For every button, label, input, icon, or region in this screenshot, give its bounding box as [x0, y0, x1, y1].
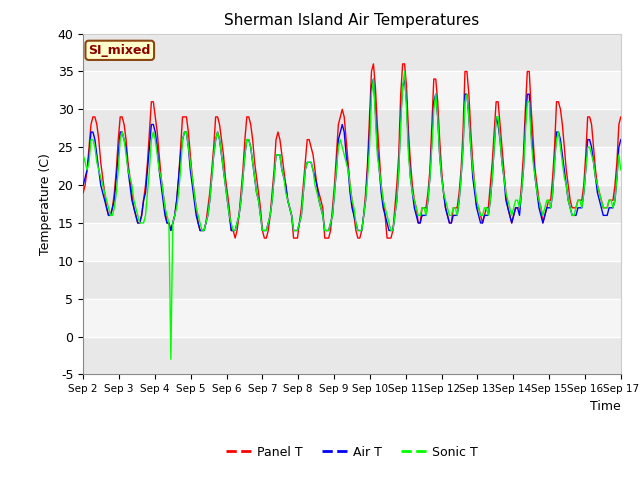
Panel T: [79, 190, 87, 195]
Line: Air T: Air T: [83, 79, 621, 230]
Air T: [557, 137, 564, 143]
Air T: [167, 228, 175, 233]
Panel T: [231, 235, 239, 241]
Bar: [83, 109, 621, 147]
Bar: [83, 299, 621, 336]
Sonic T: [253, 190, 260, 195]
Sonic T: [167, 356, 175, 362]
Line: Sonic T: Sonic T: [83, 72, 621, 359]
Air T: [300, 190, 307, 195]
Sonic T: [171, 213, 179, 218]
X-axis label: Time: Time: [590, 400, 621, 413]
Sonic T: [268, 197, 276, 203]
Air T: [617, 137, 625, 143]
Sonic T: [617, 167, 625, 173]
Sonic T: [401, 69, 408, 74]
Air T: [79, 182, 87, 188]
Panel T: [253, 175, 260, 180]
Bar: [83, 223, 621, 261]
Bar: [83, 261, 621, 299]
Panel T: [120, 121, 128, 127]
Air T: [171, 213, 179, 218]
Bar: [83, 34, 621, 72]
Title: Sherman Island Air Temperatures: Sherman Island Air Temperatures: [225, 13, 479, 28]
Panel T: [169, 220, 177, 226]
Bar: [83, 72, 621, 109]
Sonic T: [120, 137, 128, 143]
Sonic T: [79, 152, 87, 157]
Panel T: [557, 107, 564, 112]
Bar: [83, 336, 621, 374]
Air T: [120, 137, 128, 143]
Panel T: [300, 182, 307, 188]
Sonic T: [300, 190, 307, 195]
Legend: Panel T, Air T, Sonic T: Panel T, Air T, Sonic T: [221, 441, 483, 464]
Bar: [83, 147, 621, 185]
Panel T: [617, 114, 625, 120]
Panel T: [369, 61, 377, 67]
Line: Panel T: Panel T: [83, 64, 621, 238]
Air T: [369, 76, 377, 82]
Panel T: [268, 190, 276, 195]
Air T: [268, 197, 276, 203]
Text: SI_mixed: SI_mixed: [88, 44, 151, 57]
Y-axis label: Temperature (C): Temperature (C): [39, 153, 52, 255]
Sonic T: [557, 144, 564, 150]
Air T: [253, 190, 260, 195]
Bar: [83, 185, 621, 223]
